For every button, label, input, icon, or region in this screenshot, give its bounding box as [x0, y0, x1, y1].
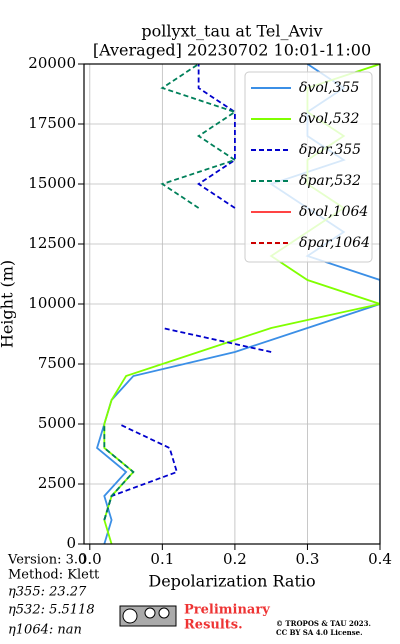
info-text: η1064: nan	[8, 623, 82, 638]
legend-label: δvol,355	[299, 80, 360, 96]
y-tick-label: 10000	[28, 294, 76, 312]
preliminary-text: Preliminary	[184, 603, 270, 618]
legend-label: δpar,1064	[299, 235, 370, 251]
y-tick-label: 20000	[28, 54, 76, 72]
info-text: Method: Klett	[8, 568, 100, 583]
y-tick-label: 5000	[38, 414, 76, 432]
x-tick-label: 0.0	[78, 550, 102, 568]
info-text: Version: 3.0	[7, 553, 86, 568]
plot-frame	[83, 63, 381, 545]
x-tick-label: 0.3	[296, 550, 320, 568]
y-tick-label: 2500	[38, 474, 76, 492]
legend-label: δvol,532	[299, 111, 360, 127]
legend-label: δvol,1064	[299, 204, 368, 220]
legend-label: δpar,532	[299, 173, 361, 189]
cc-logo	[119, 605, 177, 627]
copyright-text: CC BY SA 4.0 License.	[276, 628, 363, 637]
info-text: η532: 5.5118	[8, 603, 95, 618]
info-text: η355: 23.27	[8, 585, 87, 600]
chart-title: [Averaged] 20230702 10:01-11:00	[93, 41, 371, 60]
x-axis-label: Depolarization Ratio	[148, 572, 315, 591]
preliminary-text: Results.	[184, 618, 243, 633]
chart-title: pollyxt_tau at Tel_Aviv	[141, 22, 322, 41]
y-tick-label: 12500	[28, 234, 76, 252]
copyright-text: © TROPOS & TAU 2023.	[276, 619, 371, 628]
x-tick-label: 0.1	[150, 550, 174, 568]
x-tick-label: 0.4	[368, 550, 392, 568]
y-tick-label: 0	[66, 534, 76, 552]
y-axis-label: Height (m)	[0, 260, 17, 348]
legend-box	[244, 71, 373, 263]
y-tick-label: 17500	[28, 114, 76, 132]
legend-label: δpar,355	[299, 142, 361, 158]
x-tick-label: 0.2	[223, 550, 247, 568]
y-tick-label: 7500	[38, 354, 76, 372]
y-tick-label: 15000	[28, 174, 76, 192]
series-line	[103, 64, 237, 521]
